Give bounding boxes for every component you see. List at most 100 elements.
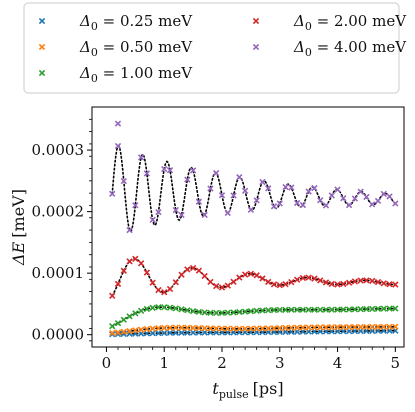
data-point-series-4 <box>218 192 226 199</box>
data-point-series-1 <box>172 324 179 331</box>
data-point-series-3 <box>334 281 341 288</box>
data-point-series-1 <box>166 324 174 331</box>
data-point-series-2 <box>155 304 162 311</box>
data-point-series-1 <box>380 323 387 331</box>
data-point-series-4 <box>224 209 231 217</box>
data-point-series-1 <box>288 324 295 331</box>
data-point-series-4 <box>166 167 174 174</box>
data-point-series-2 <box>363 305 370 313</box>
data-point-series-4 <box>195 198 203 205</box>
data-point-series-1 <box>195 324 203 332</box>
data-point-series-3 <box>322 279 330 286</box>
legend-label: Δ0 = 2.00 meV <box>293 12 407 33</box>
data-point-series-3 <box>253 272 260 279</box>
data-point-series-2 <box>201 309 208 316</box>
data-point-series-4 <box>265 185 272 192</box>
data-point-series-4 <box>317 197 324 204</box>
y-tick-label: 0.0003 <box>32 141 85 159</box>
x-tick-label: 4 <box>333 354 343 372</box>
data-point-series-3 <box>259 275 266 282</box>
x-tick-label: 3 <box>275 354 285 372</box>
data-point-series-4 <box>386 193 393 200</box>
x-axis-label-subscript: pulse <box>219 388 249 401</box>
data-point-series-4 <box>351 195 359 202</box>
legend-marker <box>38 69 46 77</box>
data-point-series-2 <box>259 307 266 314</box>
data-point-series-2 <box>114 319 122 327</box>
data-point-series-4 <box>322 202 330 209</box>
data-point-series-1 <box>247 325 255 332</box>
data-point-series-4 <box>380 190 387 198</box>
y-tick-label: 0.0002 <box>32 203 85 221</box>
data-point-series-3 <box>155 286 162 294</box>
y-axis-label-symbol: ΔE <box>9 241 28 266</box>
legend-entries: Δ0 = 0.25 meV Δ0 = 0.50 meV Δ0 = 1.00 meV Δ… <box>38 12 407 85</box>
data-point-series-2 <box>253 307 260 314</box>
data-point-series-1 <box>345 323 353 331</box>
data-point-series-4 <box>305 188 312 195</box>
data-point-series-3 <box>328 280 335 288</box>
data-point-series-2 <box>386 305 393 312</box>
x-axis: 0 1 2 3 4 5 <box>102 347 400 372</box>
data-point-series-3 <box>172 279 179 286</box>
data-point-series-1 <box>270 325 278 332</box>
data-point-series-3 <box>363 277 370 284</box>
data-point-series-1 <box>340 323 347 331</box>
data-point-series-4 <box>247 206 255 213</box>
data-point-series-4 <box>213 169 220 177</box>
data-point-series-1 <box>328 324 335 331</box>
data-point-series-1 <box>334 324 341 331</box>
data-point-series-0 <box>189 329 197 336</box>
data-point-series-4 <box>288 184 295 191</box>
data-point-series-3 <box>374 278 382 286</box>
data-point-series-0 <box>120 330 127 338</box>
data-point-series-4 <box>172 206 179 214</box>
data-point-series-3 <box>126 258 133 265</box>
y-axis-label: ΔE [meV] <box>9 189 28 266</box>
legend-label: Δ0 = 1.00 meV <box>79 64 193 85</box>
data-point-series-2 <box>328 306 335 313</box>
data-point-series-2 <box>161 304 168 311</box>
data-point-series-2 <box>120 316 127 323</box>
data-point-series-1 <box>241 325 249 332</box>
data-point-series-3 <box>247 270 255 277</box>
data-point-series-3 <box>166 285 174 293</box>
data-point-series-2 <box>137 307 145 315</box>
data-point-series-2 <box>380 305 387 312</box>
y-tick-label: 0.0000 <box>32 326 85 344</box>
data-point-series-2 <box>322 306 330 313</box>
data-point-series-2 <box>305 306 312 313</box>
data-point-series-3 <box>184 266 191 273</box>
data-point-series-0 <box>166 329 174 337</box>
data-point-series-1 <box>207 325 214 332</box>
data-point-series-3 <box>195 267 203 274</box>
data-point-series-3 <box>357 277 364 284</box>
data-point-series-3 <box>386 281 393 288</box>
data-point-series-3 <box>207 278 214 286</box>
data-point-series-3 <box>149 279 156 286</box>
data-point-series-1 <box>184 324 191 331</box>
data-point-series-1 <box>311 324 318 331</box>
data-point-series-4 <box>114 120 122 127</box>
data-point-series-1 <box>293 324 301 331</box>
data-point-series-4 <box>259 178 266 186</box>
data-point-series-2 <box>311 306 318 313</box>
legend-marker <box>38 43 46 51</box>
data-point-series-1 <box>363 323 370 331</box>
data-point-series-4 <box>155 208 162 216</box>
data-markers <box>109 120 399 338</box>
data-point-series-1 <box>322 324 330 331</box>
data-point-series-3 <box>311 275 318 282</box>
data-point-series-1 <box>299 324 307 331</box>
data-point-series-0 <box>109 331 116 338</box>
data-point-series-4 <box>161 165 168 173</box>
data-point-series-3 <box>241 271 249 278</box>
legend-frame <box>23 2 400 94</box>
data-point-series-1 <box>253 325 260 332</box>
data-point-series-4 <box>340 195 347 202</box>
data-point-series-1 <box>213 325 220 332</box>
data-point-series-0 <box>172 329 179 336</box>
data-point-series-1 <box>282 324 289 332</box>
data-point-series-1 <box>114 329 122 336</box>
